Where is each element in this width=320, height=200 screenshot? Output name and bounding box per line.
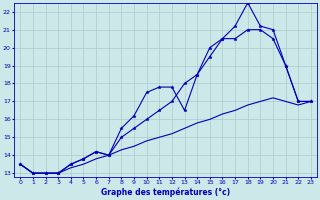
X-axis label: Graphe des températures (°c): Graphe des températures (°c)	[101, 188, 230, 197]
